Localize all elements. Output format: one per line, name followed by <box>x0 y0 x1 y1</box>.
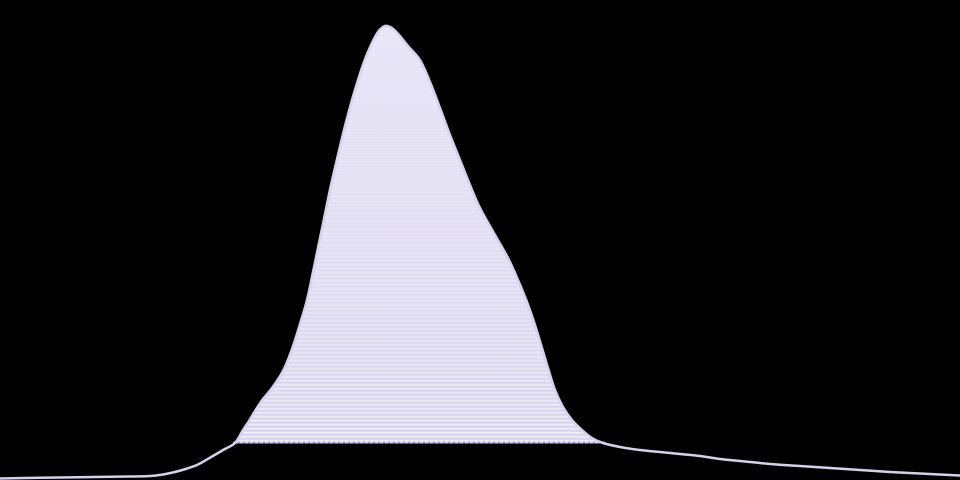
density-area-dither-texture <box>235 25 603 444</box>
density-curve-line <box>0 24 960 480</box>
